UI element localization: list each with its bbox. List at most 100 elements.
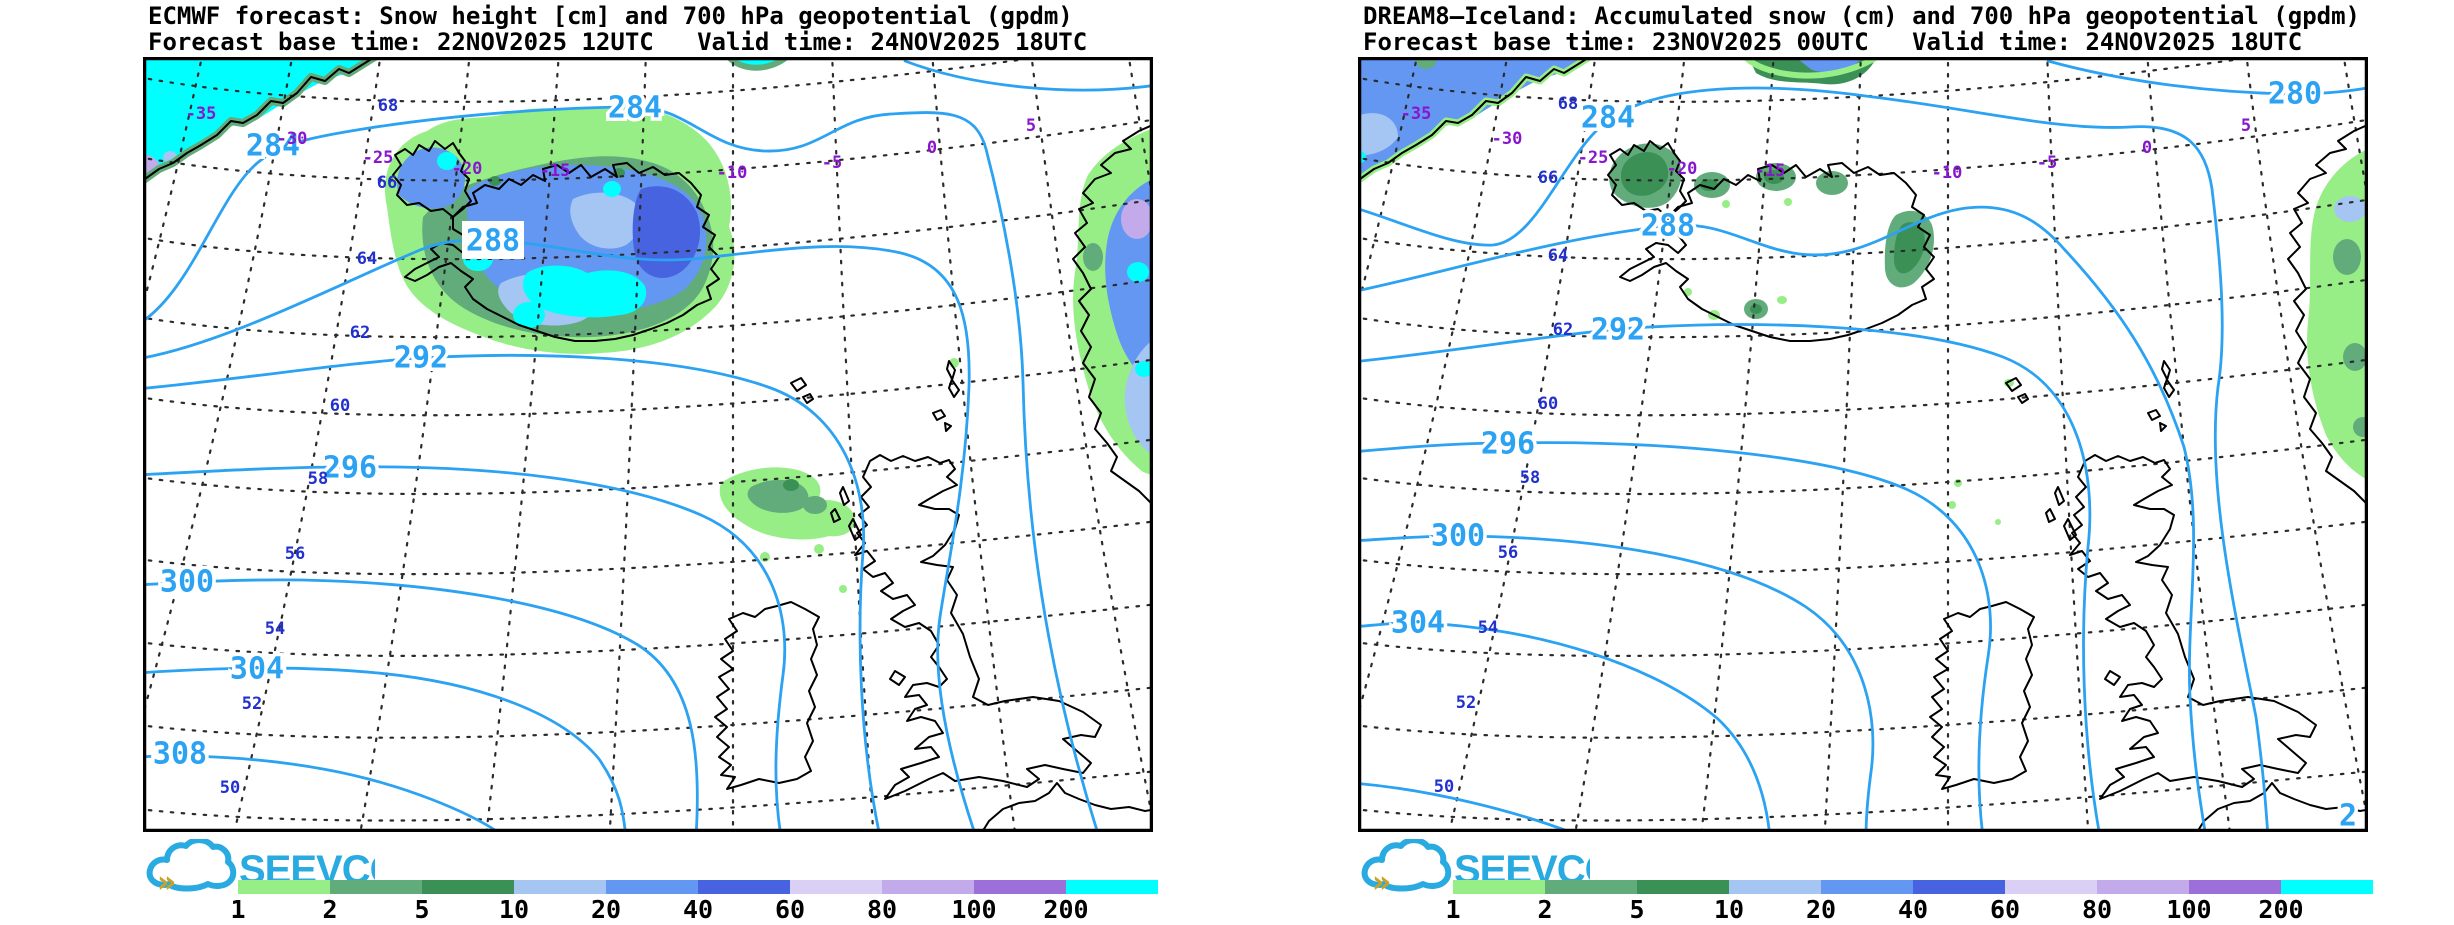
legend-color-swatch [606, 880, 698, 894]
longitude-label: -5 [2037, 153, 2057, 173]
legend-color-swatch [2281, 880, 2373, 894]
latitude-label: 66 [377, 173, 397, 193]
snow-scale-legend: 1 2 5 10 20 40 60 80 100 200 [1445, 880, 2373, 924]
latitude-label: 58 [308, 469, 328, 489]
latitude-label: 68 [378, 96, 398, 116]
latitude-label: 64 [357, 249, 377, 269]
arrow-icon: » [157, 865, 176, 895]
legend-color-swatch [2189, 880, 2281, 894]
contour-label: 284 [1581, 101, 1635, 136]
contour-label: 2 [2339, 799, 2357, 833]
legend-color-swatch [698, 880, 790, 894]
legend-value-label: 100 [951, 895, 996, 924]
legend-value-label: 80 [2082, 895, 2112, 924]
legend-color-swatch [1637, 880, 1729, 894]
latitude-label: 60 [330, 396, 350, 416]
contour-label: 300 [160, 565, 214, 600]
legend-color-swatch [2005, 880, 2097, 894]
weather-map-panel-dream8: DREAM8–Iceland: Accumulated snow (cm) an… [1358, 0, 2373, 925]
contour-label-layer: 284 284 288 292 296 300 304 308 [149, 87, 665, 775]
cloud-icon: » [1361, 839, 1452, 895]
legend-color-swatch [422, 880, 514, 894]
legend-value-label: 10 [1714, 895, 1744, 924]
legend-value-label: 1 [1445, 895, 1460, 924]
contour-label-layer: 280 284 288 292 296 300 304 2 [1387, 73, 2360, 833]
legend-color-swatch [330, 880, 422, 894]
legend-color-swatch [1453, 880, 1545, 894]
longitude-label: -35 [186, 104, 217, 124]
longitude-label: -15 [540, 161, 571, 181]
longitude-label: -25 [363, 148, 394, 168]
latitude-label: 50 [220, 778, 240, 798]
legend-value-label: 40 [1898, 895, 1928, 924]
legend-value-label: 200 [2258, 895, 2303, 924]
longitude-label: -35 [1401, 104, 1432, 124]
panel-title-block: ECMWF forecast: Snow height [cm] and 700… [148, 3, 1153, 55]
latitude-label: 66 [1538, 168, 1558, 188]
contour-label: 284 [608, 91, 662, 126]
latitude-label: 68 [1558, 94, 1578, 114]
latitude-label: 50 [1434, 777, 1454, 797]
legend-color-swatch [1545, 880, 1637, 894]
snow-shading-layer [143, 57, 1153, 593]
longitude-label: -30 [277, 129, 308, 149]
panel-title-block: DREAM8–Iceland: Accumulated snow (cm) an… [1363, 3, 2368, 55]
legend-value-label: 5 [1629, 895, 1644, 924]
snow-scale-legend: 1 2 5 10 20 40 60 80 100 200 [230, 880, 1158, 924]
legend-value-label: 40 [683, 895, 713, 924]
seevccc-logo: »SEEVCCC [1361, 839, 1590, 895]
longitude-label: 5 [1026, 116, 1036, 136]
contour-label: 296 [1481, 427, 1535, 462]
legend-value-label: 1 [230, 895, 245, 924]
contour-label: 284 [246, 129, 300, 164]
panel-title: DREAM8–Iceland: Accumulated snow (cm) an… [1363, 2, 2360, 30]
latitude-label: 62 [350, 323, 370, 343]
longitude-label-layer: -35 -30 -25 -20 -15 -10 -5 0 5 [186, 104, 1036, 183]
weather-map-panel-ecmwf: ECMWF forecast: Snow height [cm] and 700… [143, 0, 1158, 925]
legend-value-label: 80 [867, 895, 897, 924]
cloud-icon: » [146, 839, 237, 895]
longitude-label: -10 [717, 163, 748, 183]
legend-value-label: 10 [499, 895, 529, 924]
contour-label: 292 [1591, 313, 1645, 348]
graticule-layer [143, 57, 1153, 832]
panel-subtitle: Forecast base time: 23NOV2025 00UTC Vali… [1363, 28, 2303, 56]
longitude-label: -30 [1492, 129, 1523, 149]
legend-color-swatch [882, 880, 974, 894]
contour-label: 308 [153, 737, 207, 772]
geopotential-contour-layer [143, 59, 1153, 832]
longitude-label: -20 [452, 159, 483, 179]
map-canvas-ecmwf: 284 284 288 292 296 300 304 308 68 66 64 62 60 58 56 54… [143, 57, 1153, 832]
latitude-label: 60 [1538, 394, 1558, 414]
legend-value-label: 100 [2166, 895, 2211, 924]
contour-label: 304 [1391, 606, 1445, 641]
panel-title: ECMWF forecast: Snow height [cm] and 700… [148, 2, 1073, 30]
contour-label: 300 [1431, 519, 1485, 554]
longitude-label: -15 [1755, 161, 1786, 181]
longitude-label: -20 [1667, 159, 1698, 179]
legend-value-label: 20 [591, 895, 621, 924]
longitude-label: 5 [2241, 116, 2251, 136]
legend-color-swatch [974, 880, 1066, 894]
panel-subtitle: Forecast base time: 22NOV2025 12UTC Vali… [148, 28, 1088, 56]
contour-label: 288 [466, 224, 520, 259]
coastline-layer [1358, 57, 2368, 832]
legend-value-label: 2 [1537, 895, 1552, 924]
legend-color-swatch [2097, 880, 2189, 894]
legend-value-label: 2 [322, 895, 337, 924]
latitude-label: 54 [1478, 618, 1498, 638]
legend-value-label: 20 [1806, 895, 1836, 924]
longitude-label: 0 [2142, 138, 2152, 158]
latitude-label: 62 [1553, 320, 1573, 340]
contour-label: 288 [1641, 209, 1695, 244]
legend-value-label: 5 [414, 895, 429, 924]
legend-color-swatch [1066, 880, 1158, 894]
map-canvas-dream8: 280 284 288 292 296 300 304 2 68 66 64 62 60 58 56 54 52… [1358, 57, 2368, 832]
latitude-label: 56 [1498, 543, 1518, 563]
legend-color-swatch [790, 880, 882, 894]
legend-color-swatch [238, 880, 330, 894]
legend-value-label: 60 [1990, 895, 2020, 924]
contour-label: 280 [2268, 77, 2322, 112]
longitude-label-layer: -35 -30 -25 -20 -15 -10 -5 0 5 [1401, 104, 2251, 183]
geopotential-contour-layer [1358, 59, 2368, 832]
